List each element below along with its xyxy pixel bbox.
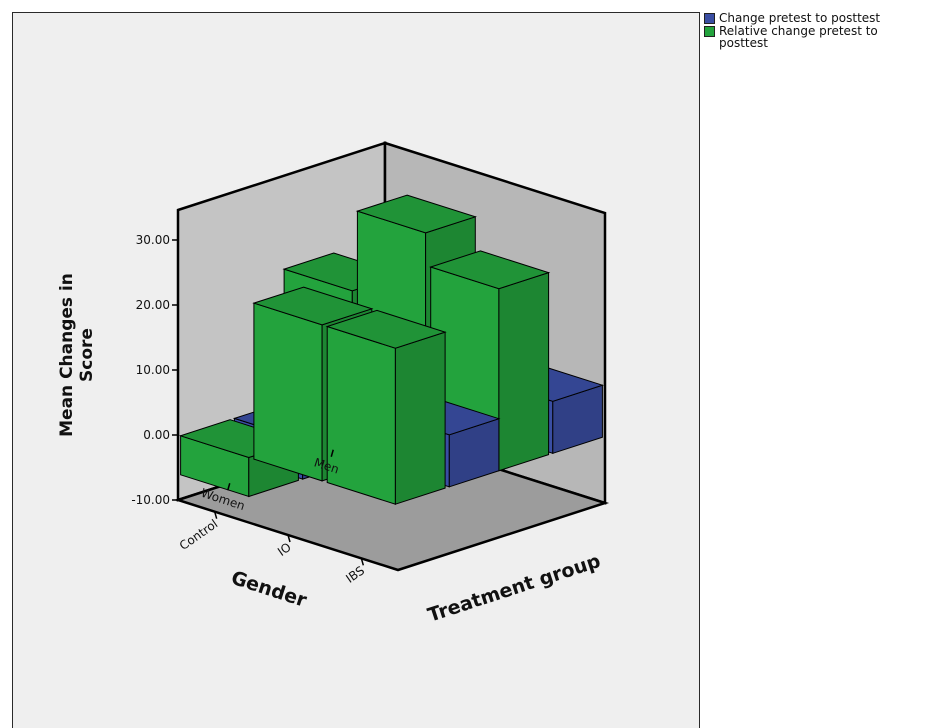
y-axis: -10.00 0.00 10.00 20.00 30.00: [131, 233, 178, 507]
bars-group: [178, 194, 605, 505]
y-axis-title-line2: Score: [77, 328, 97, 382]
treatment-tick-label: IO: [275, 540, 294, 559]
treatment-tick-label: Control: [177, 517, 221, 553]
bar-side-face: [498, 271, 550, 472]
treatment-tick: [287, 534, 291, 543]
legend-label: Relative change pretest to posttest: [719, 24, 878, 50]
legend-swatch-blue: [704, 13, 715, 24]
y-tick-label: 20.00: [136, 298, 170, 312]
treatment-axis-title: Treatment group: [425, 550, 603, 627]
legend: Change pretest to posttest Relative chan…: [704, 12, 926, 50]
bar-top-face: [355, 194, 477, 234]
bar-side-face: [394, 331, 446, 505]
y-tick-label: 10.00: [136, 363, 170, 377]
bar-front-face: [326, 325, 396, 505]
bar-top-face: [325, 309, 447, 349]
legend-swatch-green: [704, 26, 715, 37]
treatment-tick: [213, 511, 218, 519]
gender-tick: [227, 483, 231, 491]
legend-item: Relative change pretest to posttest: [704, 25, 926, 49]
y-tick-label: 0.00: [143, 428, 170, 442]
gender-tick: [330, 449, 334, 457]
legend-item: Change pretest to posttest: [704, 12, 926, 24]
legend-label: Change pretest to posttest: [719, 11, 881, 25]
bar-top-face: [252, 286, 374, 326]
treatment-tick-label: IBS: [343, 563, 367, 585]
bar-front-face: [253, 302, 323, 482]
y-axis-title-line1: Mean Changes in: [57, 273, 77, 437]
treatment-tick: [360, 558, 365, 566]
bar: [325, 309, 447, 505]
bar-top-face: [429, 250, 551, 290]
y-tick-label: 30.00: [136, 233, 170, 247]
y-tick-label: -10.00: [131, 493, 170, 507]
gender-axis-title: Gender: [228, 567, 309, 612]
